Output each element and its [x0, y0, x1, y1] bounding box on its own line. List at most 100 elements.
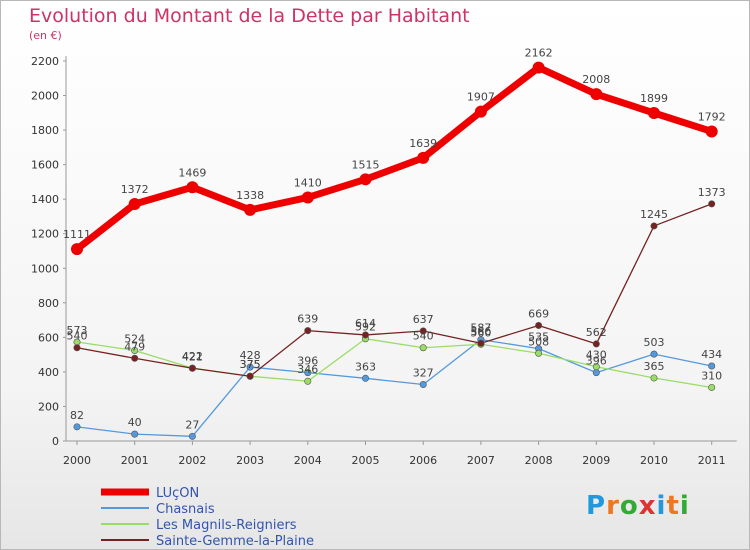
data-point-sainte-gemme-la-plaine [592, 340, 600, 348]
chart-subtitle: (en €) [29, 29, 62, 42]
data-point-lucon [417, 151, 430, 164]
logo-letter: P [586, 491, 607, 521]
data-point-lucon [532, 61, 545, 74]
data-point-sainte-gemme-la-plaine [73, 344, 81, 352]
data-label-sainte-gemme-la-plaine: 479 [124, 340, 145, 353]
data-point-chasnais [131, 430, 139, 438]
data-point-chasnais [419, 381, 427, 389]
logo-letter: o [619, 491, 639, 521]
logo-letter: r [606, 491, 620, 521]
legend-entry: Chasnais [156, 502, 215, 517]
x-tick-label: 2000 [63, 454, 91, 467]
logo-letter: t [666, 491, 680, 521]
series-line-lucon [74, 64, 713, 252]
legend-entry: LUçON [156, 486, 199, 501]
data-label-sainte-gemme-la-plaine: 540 [67, 330, 88, 343]
y-tick-label: 600 [38, 331, 59, 344]
data-label-sainte-gemme-la-plaine: 566 [470, 325, 491, 338]
tick-labels: 0 200 400 600 800 1000 1200 1400 1600 1800 2000 220… [31, 55, 726, 467]
series-line-chasnais [76, 338, 712, 437]
data-label-lucon: 1515 [352, 158, 380, 171]
data-point-lucon [244, 203, 257, 216]
y-tick-label: 800 [38, 297, 59, 310]
legend-entry: Les Magnils-Reigniers [156, 518, 297, 533]
data-point-sainte-gemme-la-plaine [246, 372, 254, 380]
data-point-sainte-gemme-la-plaine [650, 222, 658, 230]
data-label-sainte-gemme-la-plaine: 639 [297, 313, 318, 326]
legend-entry: Sainte-Gemme-la-Plaine [156, 534, 314, 549]
data-label-chasnais: 396 [297, 355, 318, 368]
data-point-lucon [648, 106, 660, 119]
proxiti-logo: Proxiti [586, 491, 690, 521]
x-tick-label: 2007 [467, 454, 495, 467]
data-label-les-magnils-reigniers: 346 [297, 363, 318, 376]
data-point-sainte-gemme-la-plaine [188, 364, 196, 372]
data-label-chasnais: 434 [701, 348, 722, 361]
data-label-les-magnils-reigniers: 524 [124, 332, 145, 345]
series-line-sainte-gemme-la-plaine [76, 203, 712, 377]
data-point-chasnais [304, 369, 312, 377]
data-label-les-magnils-reigniers: 375 [240, 358, 261, 371]
data-point-chasnais [73, 423, 81, 431]
data-point-les-magnils-reigniers [650, 374, 658, 382]
logo-letter: i [679, 491, 690, 521]
x-tick-label: 2009 [582, 454, 610, 467]
y-tick-label: 1200 [31, 228, 59, 241]
series-points [71, 61, 718, 440]
data-point-les-magnils-reigniers [708, 383, 716, 391]
data-label-chasnais: 503 [644, 336, 665, 349]
x-tick-label: 2003 [236, 454, 264, 467]
data-point-chasnais [592, 369, 600, 377]
x-tick-label: 2006 [409, 454, 437, 467]
x-tick-label: 2011 [698, 454, 726, 467]
data-label-chasnais: 327 [413, 367, 434, 380]
x-tick-label: 2001 [121, 454, 149, 467]
x-tick-label: 2005 [352, 454, 380, 467]
data-point-lucon [301, 191, 314, 204]
x-tick-label: 2010 [640, 454, 668, 467]
data-label-les-magnils-reigniers: 310 [701, 369, 722, 382]
data-point-lucon [359, 173, 372, 186]
data-label-chasnais: 27 [185, 418, 199, 431]
y-tick-label: 1400 [31, 193, 59, 206]
data-label-les-magnils-reigniers: 430 [586, 349, 607, 362]
data-point-chasnais [708, 362, 716, 370]
y-tick-label: 1000 [31, 262, 59, 275]
x-tick-label: 2008 [525, 454, 553, 467]
data-point-lucon [590, 88, 603, 101]
data-point-sainte-gemme-la-plaine [535, 321, 543, 329]
series-line-les-magnils-reigniers [76, 338, 712, 389]
data-label-lucon: 2008 [582, 73, 610, 86]
data-label-les-magnils-reigniers: 540 [413, 330, 434, 343]
data-point-chasnais [188, 432, 196, 440]
data-point-sainte-gemme-la-plaine [419, 327, 427, 335]
data-label-sainte-gemme-la-plaine: 637 [413, 313, 434, 326]
data-label-lucon: 2162 [525, 47, 553, 60]
data-point-les-magnils-reigniers [131, 346, 139, 354]
data-label-les-magnils-reigniers: 422 [182, 350, 203, 363]
data-label-chasnais: 535 [528, 331, 549, 344]
x-tick-label: 2004 [294, 454, 322, 467]
data-point-chasnais [246, 363, 254, 371]
axes [63, 56, 737, 445]
data-point-sainte-gemme-la-plaine [361, 331, 369, 339]
y-tick-label: 400 [38, 366, 59, 379]
data-point-lucon [705, 125, 718, 138]
data-point-sainte-gemme-la-plaine [708, 200, 716, 208]
data-label-lucon: 1899 [640, 92, 668, 105]
logo-letter: i [656, 491, 667, 521]
y-tick-label: 200 [38, 400, 59, 413]
data-label-lucon: 1792 [698, 110, 726, 123]
data-label-sainte-gemme-la-plaine: 375 [240, 358, 261, 371]
data-point-sainte-gemme-la-plaine [304, 327, 312, 335]
data-label-les-magnils-reigniers: 508 [528, 335, 549, 348]
data-label-chasnais: 82 [70, 409, 84, 422]
logo-letter: x [638, 491, 657, 521]
data-label-sainte-gemme-la-plaine: 1373 [698, 186, 726, 199]
data-point-sainte-gemme-la-plaine [131, 354, 139, 362]
data-label-les-magnils-reigniers: 560 [470, 326, 491, 339]
series-lines [74, 64, 713, 437]
data-point-les-magnils-reigniers [592, 363, 600, 371]
